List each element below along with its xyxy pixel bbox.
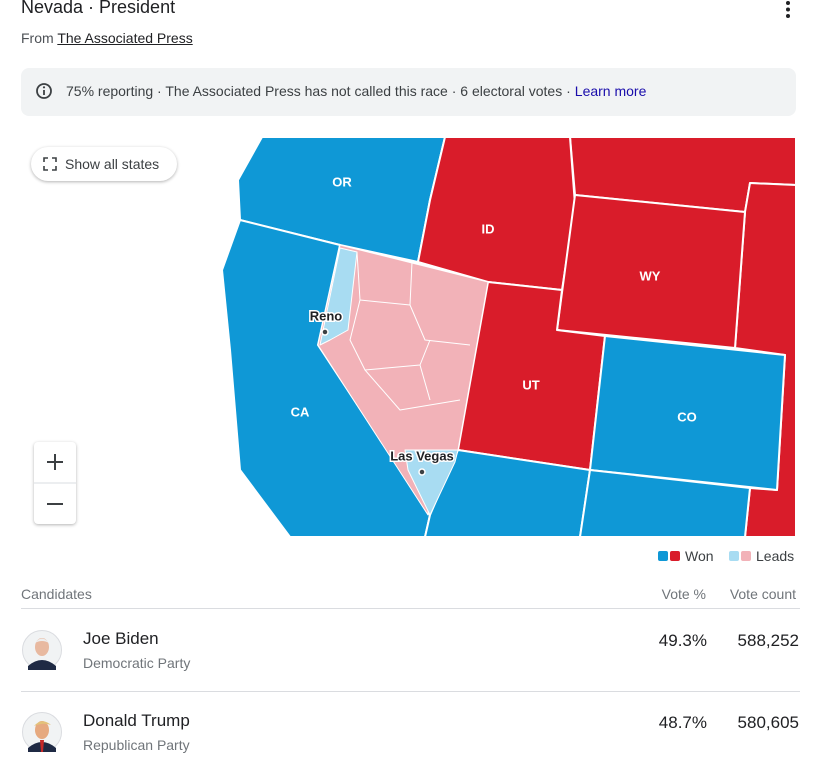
legend-swatch	[741, 551, 751, 561]
state-label: WY	[640, 268, 661, 283]
state-label: UT	[522, 377, 539, 392]
vote-count: 588,252	[737, 631, 799, 650]
source-link[interactable]: The Associated Press	[57, 30, 193, 46]
source-prefix: From	[21, 30, 54, 46]
state-wyoming	[556, 194, 746, 349]
status-bar: 75% reporting · The Associated Press has…	[21, 68, 796, 116]
column-header: Candidates	[21, 586, 92, 602]
state-label: OR	[332, 174, 352, 189]
more-menu[interactable]	[782, 0, 794, 20]
zoom-buttons[interactable]	[34, 442, 76, 524]
divider	[21, 608, 800, 609]
legend-swatch	[670, 551, 680, 561]
legend-swatch	[658, 551, 668, 561]
source-line: From The Associated Press	[21, 30, 193, 46]
state-new-mexico	[579, 469, 751, 537]
city-label: Las Vegas	[390, 448, 454, 463]
legend-swatch	[729, 551, 739, 561]
candidate-name: Donald Trump	[83, 711, 190, 730]
status-text: 75% reporting · The Associated Press has…	[66, 83, 646, 99]
divider	[21, 691, 800, 692]
city-label: Reno	[310, 308, 343, 323]
vote-percent: 49.3%	[658, 631, 707, 650]
state-label: CO	[677, 409, 697, 424]
show-all-states-button[interactable]: Show all states	[31, 147, 177, 181]
legend-label: Won	[685, 548, 714, 564]
button-label: Show all states	[65, 156, 160, 172]
candidate-party: Republican Party	[83, 737, 190, 753]
vote-percent: 48.7%	[658, 713, 707, 732]
candidate-party: Democratic Party	[83, 655, 191, 671]
candidate-photo	[22, 630, 62, 670]
map[interactable]: OR ID WY CA UT CO Reno Las Vegas	[222, 137, 796, 537]
city-dot	[321, 328, 329, 336]
candidate-name: Joe Biden	[83, 629, 159, 648]
learn-more-link[interactable]: Learn more	[574, 83, 647, 99]
county-clark	[404, 449, 459, 516]
state-colorado	[589, 335, 786, 491]
candidate-photo	[22, 712, 62, 752]
legend-label: Leads	[756, 548, 795, 564]
state-idaho	[417, 137, 576, 291]
column-header: Vote %	[661, 586, 706, 602]
state-label: ID	[482, 221, 495, 236]
expand-icon	[43, 157, 57, 171]
page-title: Nevada · President	[21, 0, 176, 17]
status-summary: 75% reporting · The Associated Press has…	[66, 83, 571, 99]
info-icon	[36, 83, 52, 99]
vote-count: 580,605	[737, 713, 799, 732]
city-dot	[418, 468, 426, 476]
zoom-controls	[34, 442, 76, 524]
column-header: Vote count	[729, 586, 796, 602]
state-label: CA	[291, 404, 310, 419]
